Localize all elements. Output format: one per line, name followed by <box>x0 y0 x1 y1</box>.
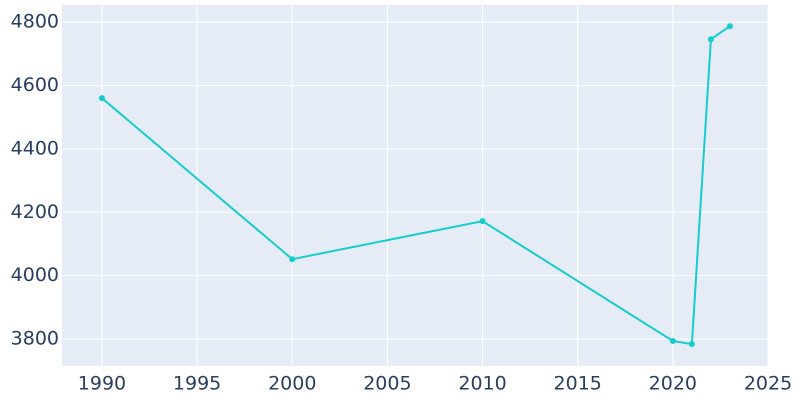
x-tick-label: 2020 <box>649 373 697 395</box>
y-tick-label: 4000 <box>11 264 59 286</box>
point <box>688 341 695 348</box>
x-tick-label: 2005 <box>363 373 411 395</box>
x-tick-label: 2015 <box>554 373 602 395</box>
point <box>479 218 486 225</box>
point <box>289 256 296 263</box>
point <box>98 95 105 102</box>
y-tick-label: 4800 <box>11 11 59 33</box>
y-tick-label: 4600 <box>11 74 59 96</box>
point <box>669 337 676 344</box>
y-tick-label: 4200 <box>11 201 59 223</box>
plot-area <box>62 5 768 366</box>
x-tick-label: 2025 <box>744 373 792 395</box>
point <box>726 23 733 30</box>
x-tick-label: 1990 <box>78 373 126 395</box>
y-tick-label: 3800 <box>11 328 59 350</box>
x-tick-label: 2010 <box>458 373 506 395</box>
x-tick-label: 1995 <box>173 373 221 395</box>
x-tick-label: 2000 <box>268 373 316 395</box>
y-tick-label: 4400 <box>11 137 59 159</box>
point <box>707 36 714 43</box>
